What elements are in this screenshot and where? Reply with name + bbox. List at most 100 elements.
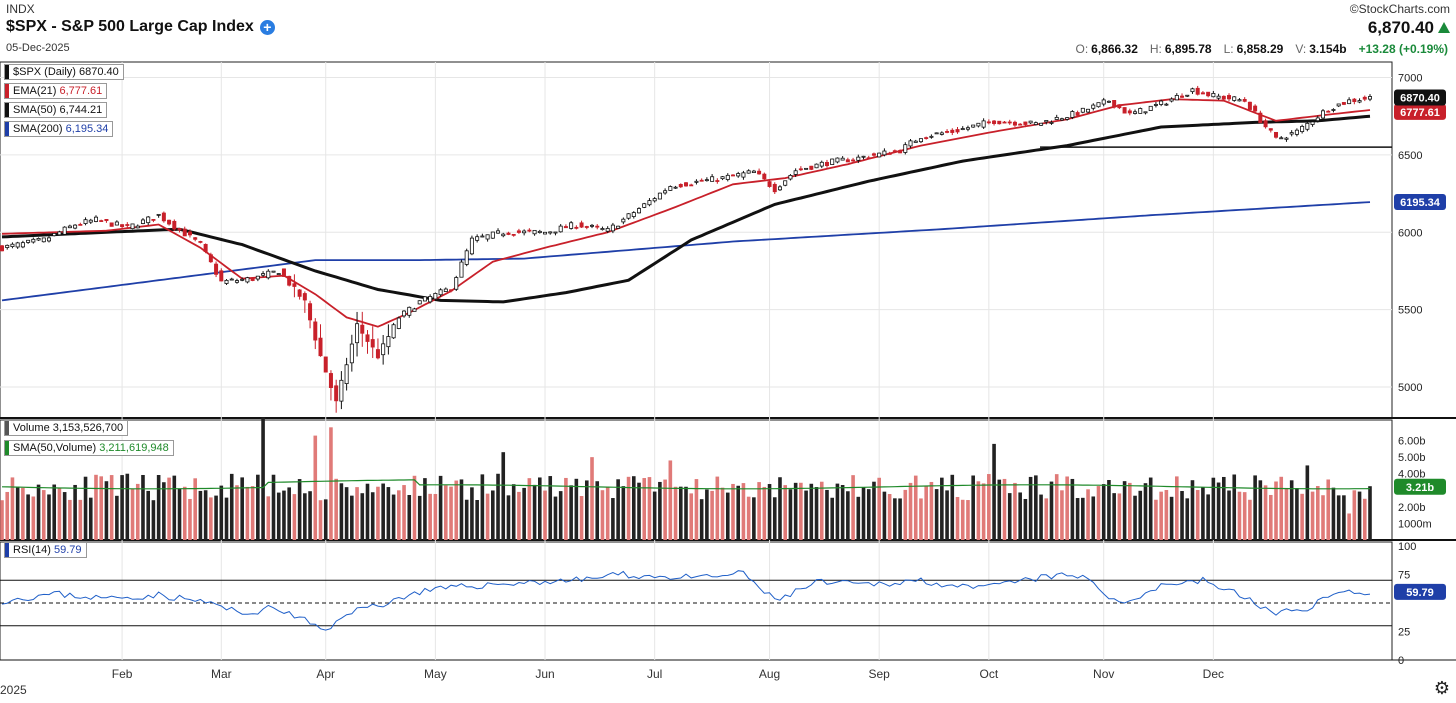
candle-body: [516, 230, 521, 233]
candle-body: [1018, 123, 1023, 126]
volume-bar: [882, 491, 887, 540]
volume-bar: [652, 491, 657, 540]
candle-body: [856, 156, 861, 161]
volume-bar: [344, 487, 349, 540]
legend-price[interactable]: $SPX (Daily) 6870.40: [4, 64, 124, 80]
volume-bar: [1336, 495, 1341, 540]
volume-bar: [78, 499, 83, 540]
volume-bar: [506, 495, 511, 540]
candle-body: [1368, 96, 1373, 100]
candle-body: [459, 261, 464, 278]
candle-body: [877, 152, 882, 158]
volume-sma-line: [1, 479, 1371, 490]
volume-bar: [976, 481, 981, 540]
candle-body: [292, 283, 297, 287]
candle-body: [955, 129, 960, 133]
candle-body: [31, 238, 36, 243]
volume-bar: [1289, 480, 1294, 540]
x-tick-label: Dec: [1203, 667, 1224, 681]
legend-ema21[interactable]: EMA(21) 6,777.61: [4, 83, 108, 99]
volume-bar: [1159, 491, 1163, 540]
volume-bar: [1253, 475, 1257, 540]
volume-bar: [1143, 483, 1148, 540]
x-tick-label: Apr: [316, 667, 335, 681]
volume-bar: [746, 496, 751, 540]
sma200-line: [1, 201, 1371, 302]
candle-body: [1138, 108, 1143, 114]
candle-body: [647, 200, 652, 206]
candle-body: [1080, 107, 1085, 113]
candle-body: [224, 279, 229, 284]
candle-body: [788, 175, 793, 180]
volume-bar: [276, 492, 281, 540]
add-plus-icon[interactable]: +: [259, 19, 275, 35]
volume-bar: [637, 482, 641, 540]
candle-body: [652, 198, 657, 202]
price-y-tick: 5000: [1398, 382, 1422, 394]
candle-body: [229, 278, 234, 281]
candle-body: [1070, 111, 1075, 118]
candle-body: [1310, 121, 1315, 125]
volume-bar: [10, 477, 15, 540]
legend-volume[interactable]: Volume 3,153,526,700: [4, 420, 129, 436]
volume-bar: [73, 484, 77, 540]
volume-bar: [851, 475, 855, 540]
volume-bar: [616, 479, 620, 540]
low-label: L:: [1223, 42, 1234, 56]
volume-bar: [470, 487, 474, 540]
legend-sma50[interactable]: SMA(50) 6,744.21: [4, 102, 108, 118]
index-category-label: INDX: [6, 2, 35, 16]
candle-body: [751, 170, 756, 174]
candle-body: [553, 231, 558, 234]
brand-logo[interactable]: ©StockCharts.com: [1349, 2, 1450, 16]
candle-body: [1049, 122, 1054, 124]
candle-body: [73, 224, 78, 229]
candle-body: [36, 238, 41, 241]
candle-body: [1091, 104, 1096, 109]
volume-bar: [141, 474, 145, 540]
candle-body: [1357, 100, 1362, 103]
volume-bar: [788, 489, 793, 540]
rsi-y-tick: 25: [1398, 627, 1410, 639]
candle-body: [892, 150, 897, 153]
volume-bar: [1305, 465, 1310, 540]
candle-body: [287, 275, 292, 286]
sma50-line: [1, 114, 1371, 304]
candle-body: [804, 167, 809, 170]
price-y-tick: 7000: [1398, 72, 1422, 84]
candle-body: [1075, 112, 1080, 116]
candle-body: [960, 128, 965, 131]
gear-icon[interactable]: ⚙: [1433, 678, 1450, 698]
volume-bar: [1133, 495, 1137, 540]
volume-bar: [945, 490, 949, 540]
volume-bar: [156, 475, 161, 540]
candle-body: [563, 226, 568, 229]
volume-bar: [1268, 494, 1273, 540]
volume-bar: [428, 493, 432, 540]
volume-bar: [449, 486, 453, 540]
volume-bar: [21, 487, 25, 540]
candle-body: [1133, 111, 1138, 114]
volume-bar: [1107, 479, 1111, 540]
open-label: O:: [1075, 42, 1089, 56]
candle-body: [1106, 100, 1111, 103]
legend-rsi[interactable]: RSI(14) 59.79: [4, 542, 87, 558]
volume-bar: [1362, 498, 1367, 540]
legend-rsi-value: 59.79: [53, 544, 82, 556]
candle-body: [5, 244, 10, 248]
candle-body: [1294, 129, 1299, 135]
volume-bar: [1227, 490, 1231, 540]
candle-body: [684, 182, 689, 187]
candle-body: [699, 179, 704, 182]
candle-body: [271, 270, 276, 273]
candle-body: [506, 232, 511, 235]
volume-bar: [1190, 480, 1195, 540]
volume-bar: [1028, 476, 1033, 540]
candle-body: [522, 230, 527, 234]
candle-body: [971, 124, 976, 128]
legend-sma200[interactable]: SMA(200) 6,195.34: [4, 121, 114, 137]
candle-body: [1153, 104, 1158, 106]
legend-volume-sma[interactable]: SMA(50,Volume) 3,211,619,948: [4, 440, 174, 456]
volume-bar: [966, 500, 970, 540]
volume-bar: [120, 475, 124, 540]
